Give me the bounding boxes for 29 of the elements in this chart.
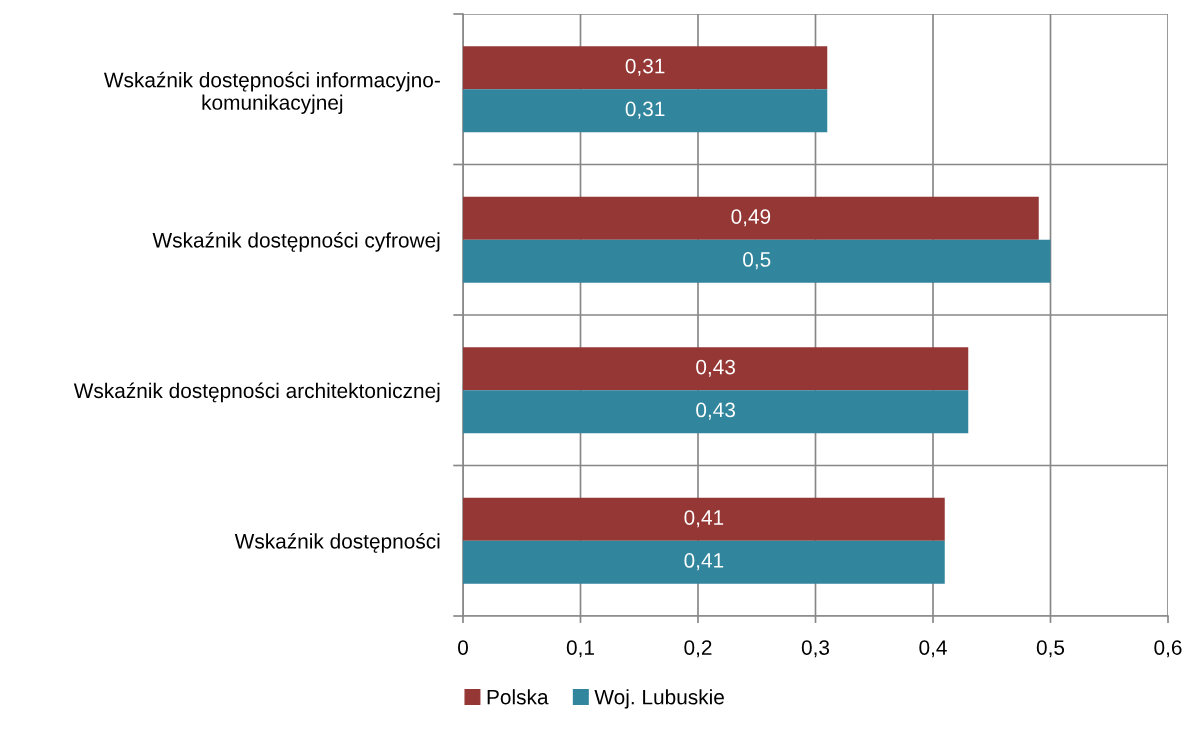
data-label: 0,43 — [696, 359, 735, 377]
bar — [463, 196, 1039, 240]
x-tick-label: 0,5 — [1036, 640, 1065, 658]
x-tick-label: 0,3 — [801, 640, 830, 658]
data-label: 0,31 — [625, 58, 665, 76]
legend-label: Polska — [487, 689, 549, 705]
bar — [463, 239, 1051, 283]
bar — [463, 540, 945, 584]
data-label: 0,31 — [625, 101, 665, 119]
bar — [463, 497, 945, 541]
data-label: 0,41 — [684, 553, 724, 571]
y-tick-label: Wskaźnik dostępności cyfrowej — [152, 232, 440, 252]
x-tick-label: 0,1 — [566, 640, 594, 658]
bar — [463, 390, 969, 434]
data-label: 0,49 — [731, 209, 771, 227]
y-tick-label: Wskaźnik dostępności — [234, 533, 440, 553]
bar — [463, 89, 828, 133]
y-tick-label: Wskaźnik dostępności architektonicznej — [73, 382, 440, 403]
x-tick-label: 0 — [458, 640, 468, 655]
x-tick-label: 0,6 — [1154, 640, 1182, 658]
bar — [463, 347, 969, 391]
data-label: 0,5 — [743, 252, 771, 270]
x-tick-label: 0,4 — [919, 640, 947, 658]
x-tick-label: 0,2 — [684, 640, 712, 658]
bar — [463, 46, 828, 90]
data-label: 0,43 — [696, 402, 735, 420]
y-tick-label: Wskaźnik dostępności informacyjno-komunikacyjnej — [103, 71, 440, 114]
data-label: 0,41 — [684, 510, 724, 528]
legend-label: Woj. Lubuskie — [594, 689, 724, 709]
